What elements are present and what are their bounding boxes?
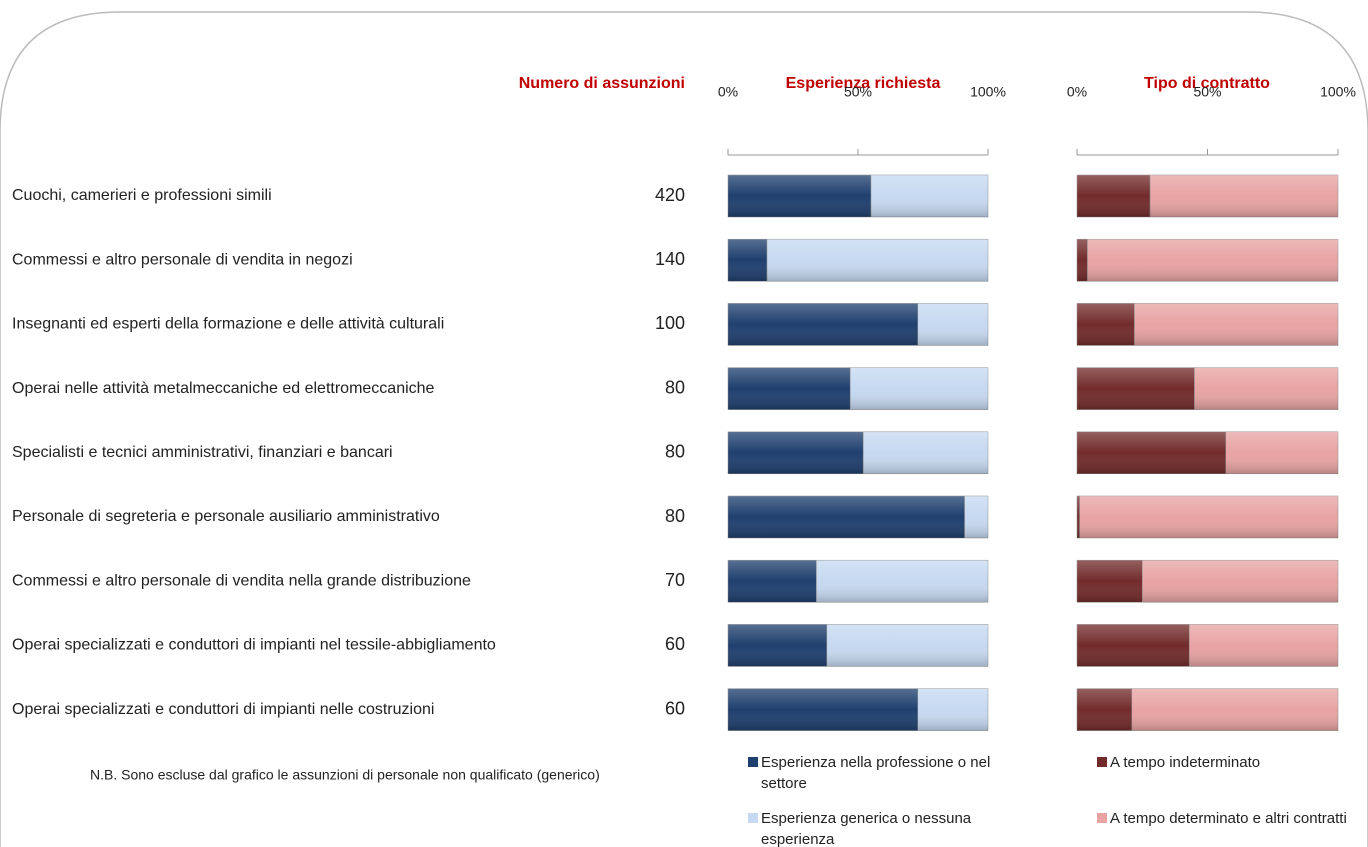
- bar-shade: [1142, 560, 1338, 603]
- bar-shade: [917, 303, 988, 346]
- count-title: Numero di assunzioni: [519, 75, 685, 92]
- legend-label: A tempo determinato e altri contratti: [1110, 810, 1347, 827]
- count-label: 420: [655, 185, 685, 205]
- x-tick-label: 100%: [970, 84, 1006, 100]
- legend-swatch: [748, 813, 758, 823]
- bar-shade: [1194, 367, 1338, 410]
- category-label: Commessi e altro personale di vendita in…: [12, 251, 353, 268]
- bar-shade: [826, 624, 988, 667]
- x-tick-label: 0%: [1067, 84, 1087, 100]
- category-label: Specialisti e tecnici amministrativi, fi…: [12, 444, 393, 461]
- legend-item: A tempo indeterminato: [1097, 752, 1347, 773]
- bar-shade: [816, 560, 988, 603]
- x-tick-label: 0%: [718, 84, 738, 100]
- x-tick-label: 50%: [1193, 84, 1221, 100]
- bar-shade: [1077, 175, 1151, 217]
- bar-shade: [1079, 496, 1338, 538]
- category-label: Insegnanti ed esperti della formazione e…: [12, 316, 444, 333]
- count-label: 80: [665, 377, 685, 397]
- bar-shade: [1077, 239, 1088, 282]
- bar-shade: [1131, 688, 1338, 731]
- legend-swatch: [748, 757, 758, 767]
- bar-shade: [728, 431, 864, 474]
- count-label: 100: [655, 313, 685, 333]
- category-label: Operai specializzati e conduttori di imp…: [12, 701, 434, 718]
- bar-shade: [728, 303, 918, 346]
- count-label: 60: [665, 698, 685, 718]
- panel-title: Tipo di contratto: [1144, 75, 1270, 92]
- bar-shade: [728, 688, 918, 731]
- legend-swatch: [1097, 757, 1107, 767]
- bar-shade: [728, 560, 817, 603]
- bar-shade: [767, 239, 988, 282]
- bar-shade: [1150, 175, 1338, 217]
- category-label: Operai specializzati e conduttori di imp…: [12, 637, 496, 654]
- x-tick-label: 100%: [1320, 84, 1356, 100]
- legend-label: Esperienza nella professione o nel setto…: [761, 754, 991, 792]
- bar-shade: [850, 367, 988, 410]
- bar-shade: [1189, 624, 1338, 667]
- bar-shade: [728, 239, 767, 282]
- bar-shade: [1077, 367, 1195, 410]
- category-label: Personale di segreteria e personale ausi…: [12, 508, 440, 525]
- note: N.B. Sono escluse dal grafico le assunzi…: [90, 767, 600, 783]
- bar-shade: [964, 496, 988, 538]
- legend-label: A tempo indeterminato: [1110, 754, 1261, 771]
- panel-title: Esperienza richiesta: [786, 75, 941, 92]
- frame: [0, 11, 1368, 847]
- bar-shade: [1077, 496, 1080, 538]
- count-label: 70: [665, 570, 685, 590]
- legend-item: Esperienza generica o nessuna esperienza: [748, 808, 1008, 847]
- legend-item: A tempo determinato e altri contratti: [1097, 808, 1347, 829]
- count-label: 80: [665, 442, 685, 462]
- bar-shade: [728, 175, 871, 217]
- bar-shade: [728, 496, 965, 538]
- category-label: Commessi e altro personale di vendita ne…: [12, 572, 471, 589]
- bar-shade: [1077, 560, 1143, 603]
- bar-shade: [917, 688, 988, 731]
- bar-shade: [863, 431, 988, 474]
- x-tick-label: 50%: [844, 84, 872, 100]
- bar-shade: [1077, 303, 1135, 346]
- bar-shade: [1077, 624, 1190, 667]
- bar-shade: [1077, 688, 1132, 731]
- bar-shade: [1134, 303, 1338, 346]
- bar-shade: [728, 624, 827, 667]
- legend-label: Esperienza generica o nessuna esperienza: [761, 810, 972, 847]
- bar-shade: [1087, 239, 1338, 282]
- bar-shade: [728, 367, 851, 410]
- category-label: Cuochi, camerieri e professioni simili: [12, 187, 272, 204]
- count-label: 60: [665, 634, 685, 654]
- count-label: 80: [665, 506, 685, 526]
- legend-swatch: [1097, 813, 1107, 823]
- bar-shade: [871, 175, 988, 217]
- category-label: Operai nelle attività metalmeccaniche ed…: [12, 380, 435, 397]
- bar-shade: [1225, 431, 1338, 474]
- bar-shade: [1077, 431, 1226, 474]
- legend-item: Esperienza nella professione o nel setto…: [748, 752, 1008, 794]
- count-label: 140: [655, 249, 685, 269]
